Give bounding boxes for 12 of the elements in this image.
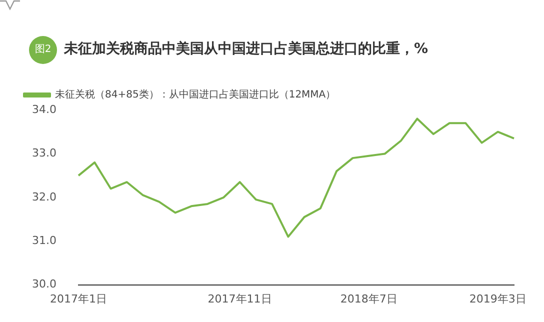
y-tick-label: 31.0 [32, 234, 56, 247]
x-tick-label: 2018年7日 [340, 292, 398, 306]
badge-icon: 图2 [29, 36, 57, 64]
chart-title: 未征加关税商品中美国从中国进口占美国总进口的比重，% [64, 40, 428, 58]
y-tick-label: 34.0 [32, 102, 56, 116]
legend-label: 未征关税（84+85类）：从中国进口占美国进口比（12MMA） [55, 88, 336, 101]
x-tick-label: 2019年3日 [469, 292, 526, 306]
x-tick-label: 2017年1日 [50, 292, 107, 306]
y-tick-label: 32.0 [32, 190, 56, 204]
x-tick-label: 2017年11日 [208, 292, 272, 306]
y-tick-label: 30.0 [32, 278, 56, 291]
y-tick-label: 33.0 [32, 146, 56, 160]
